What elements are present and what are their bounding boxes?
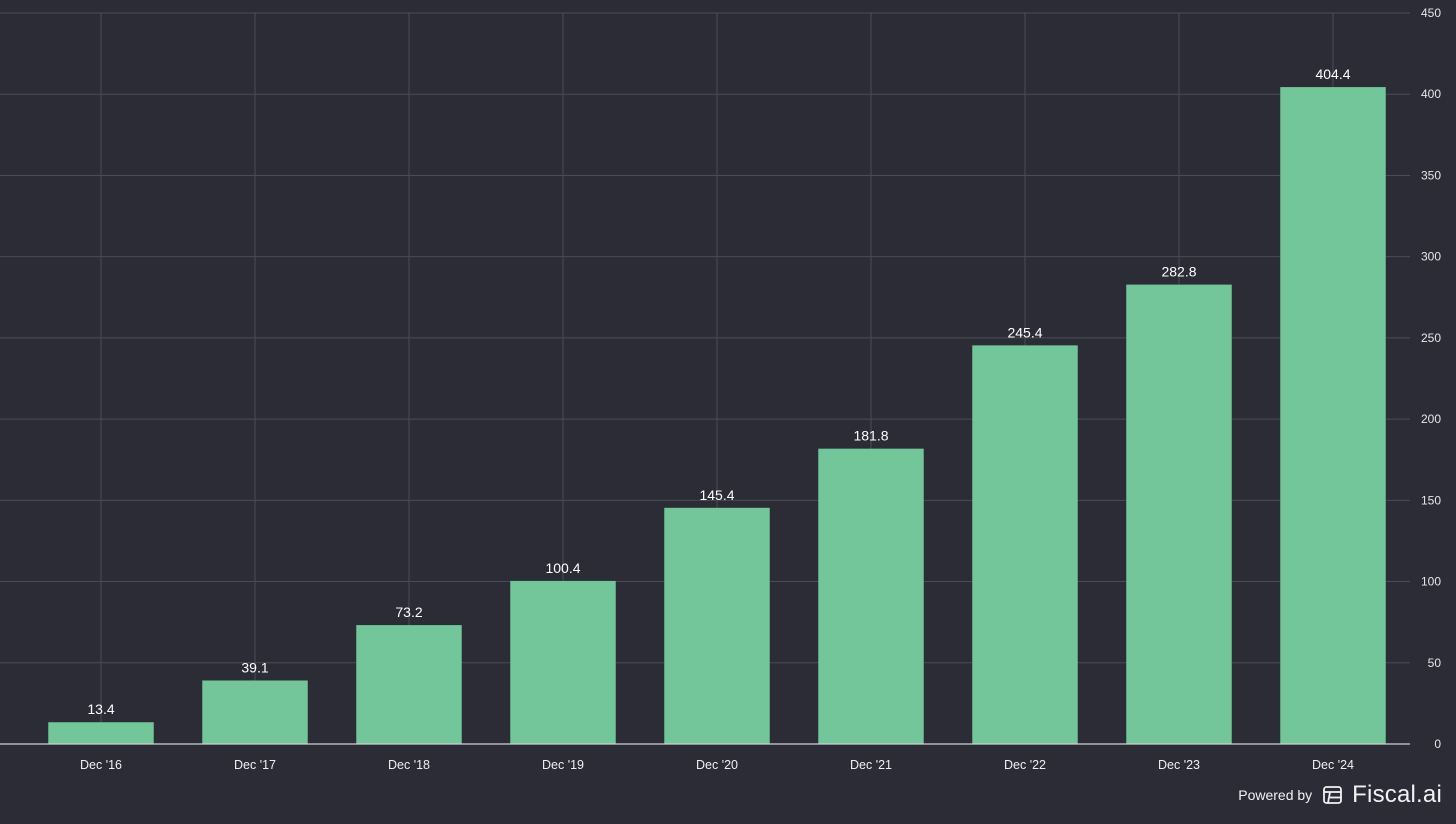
y-tick-label: 300 [1421,250,1441,264]
bar-value-label: 100.4 [545,560,580,576]
bar [510,581,615,744]
fiscal-logo-icon [1322,784,1344,806]
y-tick-label: 0 [1434,737,1441,751]
x-tick-label: Dec '23 [1158,758,1200,772]
y-tick-label: 400 [1421,87,1441,101]
bar-value-label: 73.2 [395,604,422,620]
bar-value-label: 39.1 [241,659,268,675]
x-tick-label: Dec '18 [388,758,430,772]
bar [664,508,769,744]
x-tick-label: Dec '19 [542,758,584,772]
bar-value-label: 245.4 [1007,324,1042,340]
y-tick-label: 450 [1421,6,1441,20]
y-tick-label: 350 [1421,168,1441,182]
x-tick-label: Dec '22 [1004,758,1046,772]
y-axis-ticks: 0 50 100 150 200 250 300 350 400 450 [1421,6,1441,751]
x-tick-label: Dec '20 [696,758,738,772]
bar-value-label: 181.8 [853,428,888,444]
y-tick-label: 200 [1421,412,1441,426]
y-tick-label: 50 [1428,656,1442,670]
bar [1126,285,1231,744]
brand-name: Fiscal.ai [1352,781,1442,809]
bar [972,345,1077,744]
x-tick-label: Dec '21 [850,758,892,772]
bar [202,680,307,744]
x-tick-label: Dec '17 [234,758,276,772]
bar [1280,87,1385,744]
bar [356,625,461,744]
bar [48,722,153,744]
x-tick-label: Dec '16 [80,758,122,772]
x-tick-label: Dec '24 [1312,758,1354,772]
bar-value-label: 13.4 [87,701,114,717]
bar-value-label: 145.4 [699,487,734,503]
bar-value-label: 282.8 [1161,264,1196,280]
powered-by-text: Powered by [1238,787,1312,803]
attribution[interactable]: Powered by Fiscal.ai [1238,781,1442,809]
y-tick-label: 250 [1421,331,1441,345]
bar-value-label: 404.4 [1315,66,1350,82]
x-axis-ticks: Dec '16 Dec '17 Dec '18 Dec '19 Dec '20 Dec '… [80,758,1354,772]
y-tick-label: 100 [1421,575,1441,589]
y-tick-label: 150 [1421,493,1441,507]
bar [818,449,923,744]
